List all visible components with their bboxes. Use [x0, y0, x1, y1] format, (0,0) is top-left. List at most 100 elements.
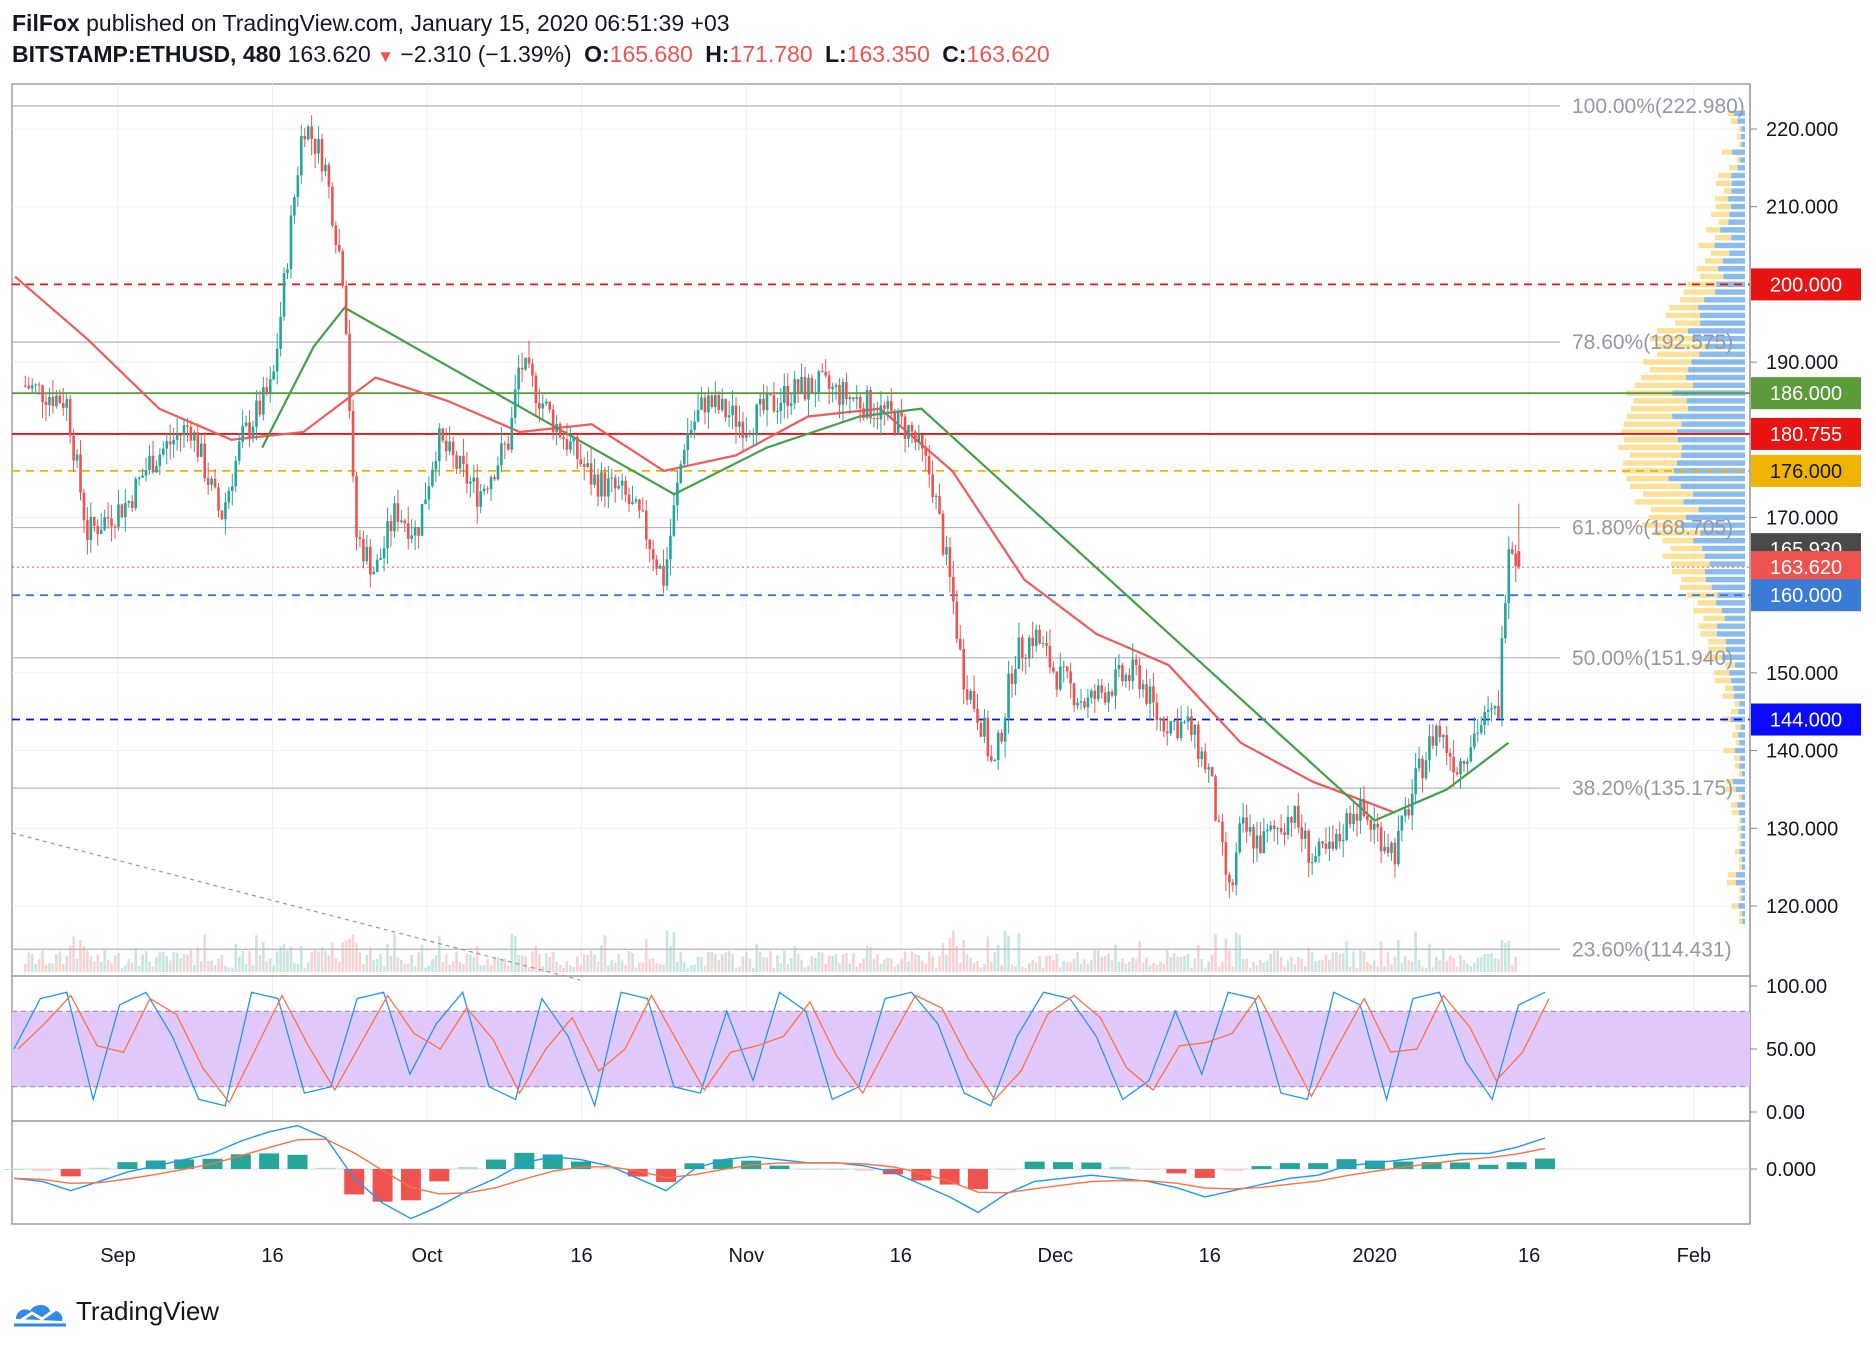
candle [779, 402, 783, 412]
candle [1400, 815, 1404, 831]
price-tick-label: 220.000 [1766, 119, 1838, 141]
profile-bar [1623, 460, 1677, 466]
candle [1497, 705, 1500, 719]
candle [434, 460, 438, 470]
author-name[interactable]: FilFox [12, 10, 80, 36]
volume-bar [1007, 935, 1010, 972]
candle [1207, 767, 1210, 770]
candle [689, 429, 693, 434]
candle [879, 405, 883, 420]
profile-bar [1733, 685, 1745, 692]
profile-bar [1736, 872, 1745, 878]
candle [631, 501, 634, 505]
volume-bar [1303, 966, 1307, 972]
volume-bar [1462, 959, 1466, 972]
candle [496, 465, 500, 480]
profile-bar [1718, 172, 1732, 179]
candle [148, 455, 151, 470]
profile-bar [1722, 693, 1734, 699]
candle [306, 126, 310, 140]
volume-bar [638, 962, 641, 972]
volume-bar [1103, 955, 1107, 972]
macd-histogram-bar [1336, 1159, 1357, 1169]
macd-histogram-bar [60, 1169, 81, 1177]
volume-bar [386, 943, 389, 972]
volume-bar [213, 965, 217, 972]
candle [993, 760, 997, 762]
candle [686, 433, 689, 451]
volume-bar [1455, 966, 1459, 972]
volume-bar [955, 946, 959, 972]
candle [876, 417, 879, 420]
profile-bar [1705, 343, 1745, 350]
candle [106, 517, 110, 519]
volume-bar [41, 950, 44, 972]
candle [607, 478, 610, 497]
tradingview-brand[interactable]: TradingView [76, 1296, 220, 1326]
volume-bar [1179, 957, 1183, 972]
candle [1341, 839, 1345, 842]
candle [89, 516, 93, 540]
profile-bar [1741, 133, 1745, 140]
volume-bar [231, 967, 234, 972]
candle [1490, 708, 1493, 710]
candle [941, 513, 945, 555]
volume-bar [365, 954, 369, 972]
profile-bar [1631, 405, 1689, 412]
volume-bar [682, 962, 686, 972]
candle [1441, 734, 1445, 738]
volume-bar [341, 942, 344, 972]
volume-bar [1172, 953, 1176, 972]
candle [344, 285, 348, 334]
profile-bar [1741, 794, 1745, 800]
profile-bar [1715, 203, 1731, 210]
profile-bar [1698, 623, 1718, 629]
volume-bar [593, 954, 596, 972]
candle [141, 475, 144, 478]
profile-bar [1714, 670, 1730, 676]
fib-label: 100.00%(222.980) [1572, 95, 1745, 118]
candle [275, 348, 279, 372]
volume-bar [558, 964, 562, 972]
candle [520, 367, 524, 370]
volume-bar [24, 963, 27, 972]
price-badge-label: 144.000 [1770, 710, 1842, 732]
macd-histogram-bar [656, 1169, 677, 1182]
candle [914, 431, 917, 443]
profile-bar [1693, 607, 1722, 614]
volume-bar [1428, 943, 1431, 972]
candle [93, 516, 96, 526]
candle [1186, 716, 1190, 722]
candle [1183, 721, 1186, 723]
candle [1072, 683, 1076, 706]
profile-bar [1681, 576, 1706, 583]
candle [1317, 841, 1321, 857]
volume-bar [1207, 961, 1210, 972]
volume-bar [786, 964, 790, 972]
profile-bar [1739, 763, 1745, 769]
candle [1003, 717, 1007, 742]
trend-line[interactable] [11, 832, 581, 981]
candle [1345, 813, 1348, 840]
volume-bar [1493, 958, 1497, 972]
volume-bar [983, 964, 986, 972]
chart-canvas[interactable]: 100.00%(222.980) 78.60%(192.575) 61.80%(16… [0, 0, 1876, 1290]
candle [320, 138, 324, 172]
macd-histogram-bar [344, 1169, 365, 1195]
candle [424, 499, 427, 505]
volume-bar [1076, 951, 1079, 972]
volume-bar [1441, 950, 1445, 972]
profile-bar [1726, 879, 1736, 886]
macd-histogram-bar [1506, 1162, 1527, 1169]
volume-bar [1459, 955, 1462, 972]
low-label: L: [825, 41, 847, 67]
candle [996, 732, 1000, 761]
volume-bar [720, 954, 724, 972]
candle [1007, 673, 1010, 718]
profile-bar [1734, 848, 1740, 855]
volume-bar [1203, 967, 1207, 972]
price-badge-label: 180.755 [1770, 424, 1842, 446]
profile-bar [1711, 211, 1730, 218]
candle [724, 398, 727, 418]
volume-bar [686, 967, 689, 972]
